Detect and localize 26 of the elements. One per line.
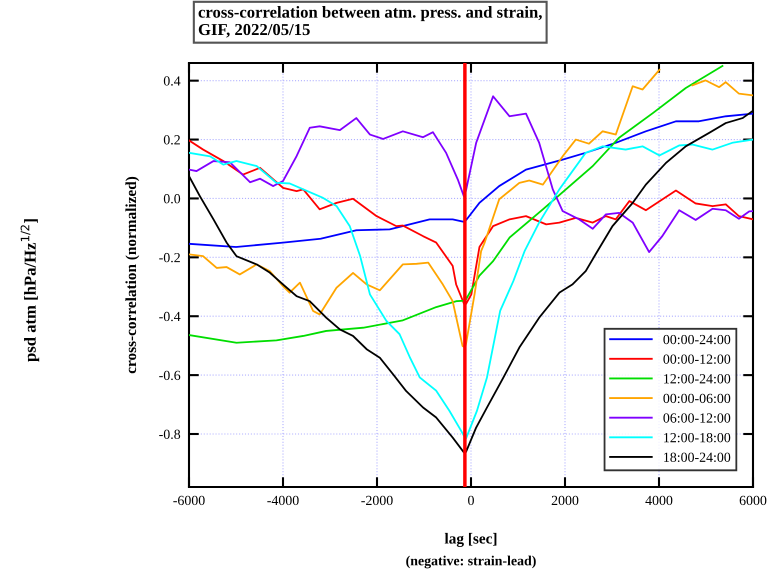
x-tick-label: -4000 (267, 496, 299, 506)
y-tick-label: -0.6 (159, 370, 180, 380)
text: psd atm [hPa/Hz$^{1/2}$] (20, 219, 40, 362)
legend-label: 12:00-18:00 (664, 432, 730, 442)
x-tick-label: 4000 (645, 496, 672, 506)
legend-label: 18:00-24:00 (664, 452, 730, 462)
y-tick-label: 0.2 (164, 135, 180, 145)
legend-label: 06:00-12:00 (663, 413, 730, 423)
legend-label: 12:00-24:00 (664, 374, 730, 384)
x-axis-title: lag [sec] (444, 532, 496, 547)
y-tick-label: -0.4 (159, 312, 180, 322)
legend-label: 00:00-12:00 (663, 354, 730, 364)
y-tick-label: 0.0 (164, 194, 180, 204)
y-axis-title: cross-correlation (normalized) (125, 176, 140, 374)
legend-label: 00:00-24:00 (663, 334, 730, 344)
x-tick-label: 2000 (552, 496, 578, 506)
x-tick-label: 6000 (740, 496, 766, 506)
y-tick-label: -0.2 (159, 252, 180, 262)
y-tick-label: -0.8 (159, 430, 180, 440)
x-tick-label: 0 (468, 496, 474, 506)
text: (negative: strain-lead) (406, 556, 536, 568)
y-tick-label: 0.4 (164, 76, 180, 86)
x-tick-label: -6000 (173, 496, 205, 506)
chart-title: cross-correlation between atm. press. and strain, GIF, 2022/05/15 (198, 6, 542, 38)
legend-label: 00:00-06:00 (663, 394, 730, 404)
x-tick-label: -2000 (361, 496, 393, 506)
